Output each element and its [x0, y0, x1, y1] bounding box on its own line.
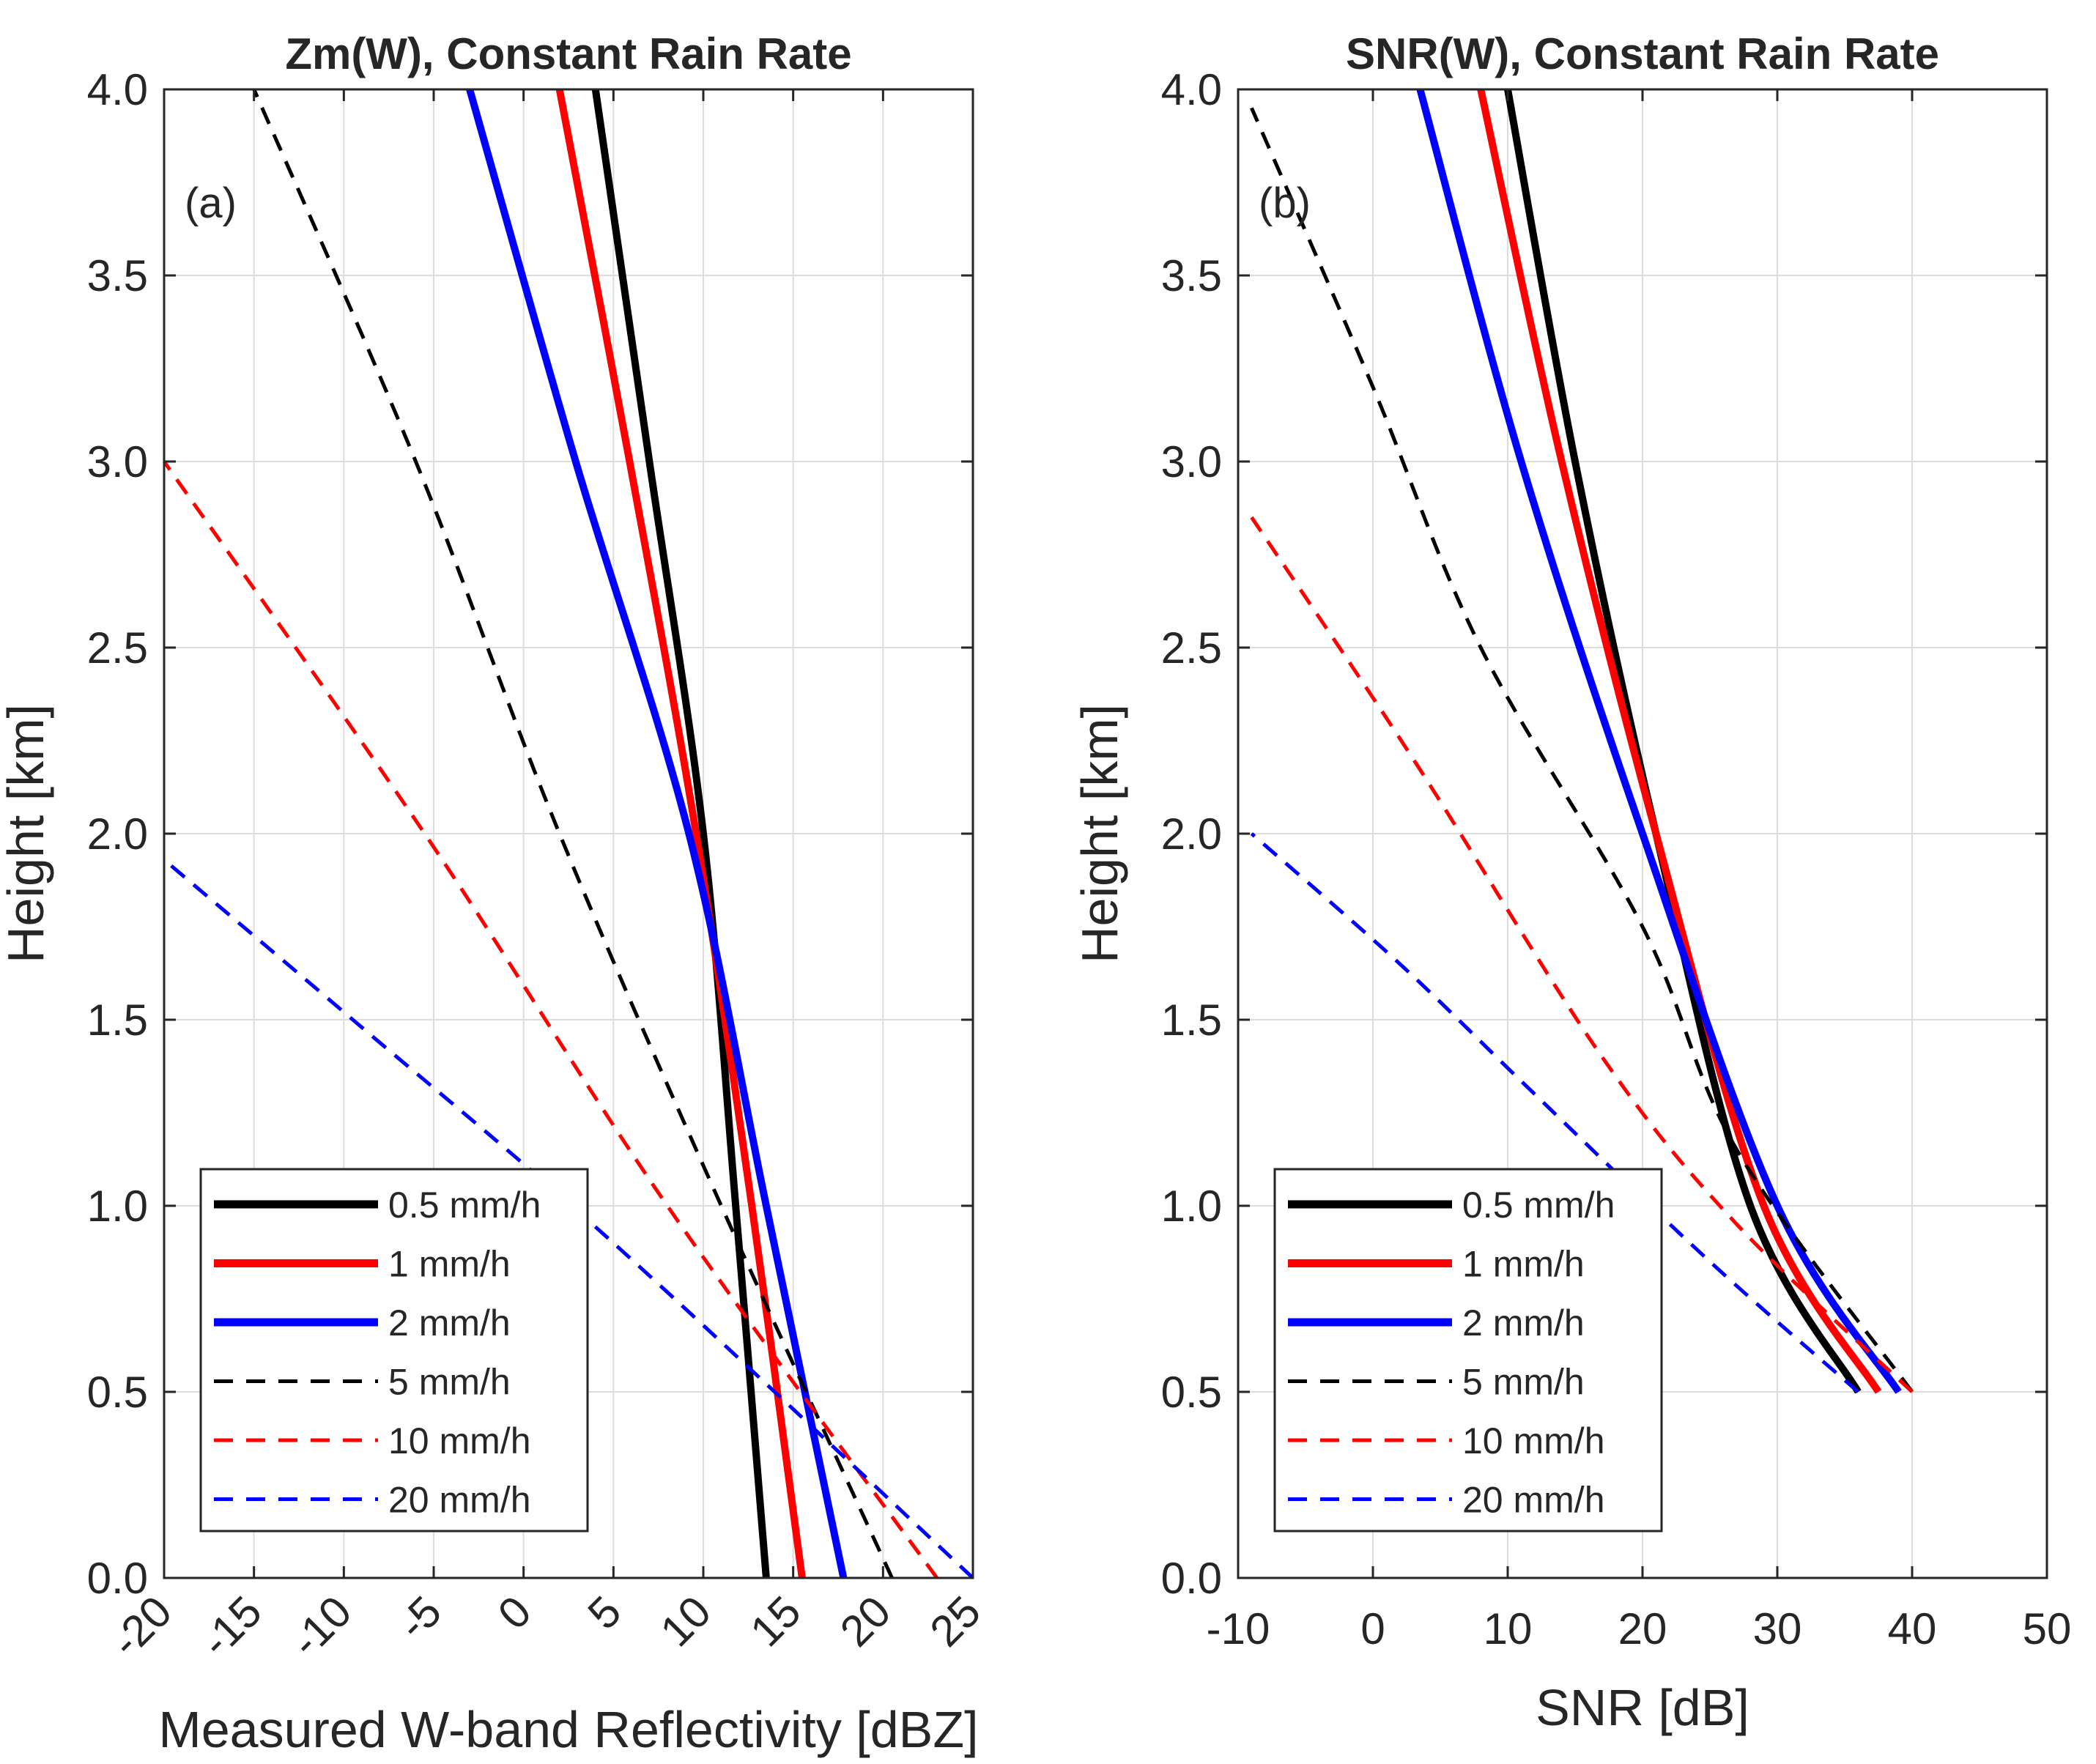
panel-b-title: SNR(W), Constant Rain Rate [1346, 29, 1939, 78]
panel-a-x-axis-label: Measured W-band Reflectivity [dBZ] [158, 1701, 978, 1758]
panel-b-series-4 [1250, 516, 1914, 1393]
panel-a-legend-label-5: 20 mm/h [388, 1480, 531, 1521]
panel-b-x-tick-label-6: 50 [2023, 1604, 2072, 1653]
panel-b-label: (b) [1259, 179, 1311, 227]
panel-b-legend: 0.5 mm/h 1 mm/h 2 mm/h 5 mm/h 10 mm/h 20 mm/h [1273, 1168, 1663, 1533]
panel-b-x-tick-label-2: 10 [1484, 1604, 1533, 1653]
panel-b-x-tick-label-5: 40 [1888, 1604, 1937, 1653]
panel-a-legend-label-0: 0.5 mm/h [388, 1185, 541, 1226]
panel-a: -20 -15 -10 -5 0 5 10 15 20 250.00.51.01.52.02.53… [0, 29, 990, 1758]
panel-a-legend-label-1: 1 mm/h [388, 1244, 511, 1285]
panel-b-series [1250, 88, 1914, 1394]
panel-a-y-tick-label-4: 2.0 [87, 809, 148, 859]
panel-a-y-tick-label-8: 4.0 [87, 65, 148, 114]
panel-b-series-5 [1250, 832, 1860, 1393]
panel-a-series-2 [466, 88, 848, 1579]
panel-a-y-tick-label-6: 3.0 [87, 437, 148, 486]
panel-b-x-tick-label-3: 20 [1618, 1604, 1667, 1653]
panel-b-y-tick-label-7: 3.5 [1161, 251, 1222, 300]
panel-a-legend-label-3: 5 mm/h [388, 1362, 511, 1403]
panel-b-x-tick-label-0: -10 [1207, 1604, 1270, 1653]
panel-b-legend-label-1: 1 mm/h [1462, 1244, 1585, 1285]
panel-b-y-tick-label-8: 4.0 [1161, 65, 1222, 114]
panel-a-legend: 0.5 mm/h 1 mm/h 2 mm/h 5 mm/h 10 mm/h 20 mm/h [199, 1168, 589, 1533]
panel-b-y-tick-label-5: 2.5 [1161, 623, 1222, 672]
panel-b-legend-label-4: 10 mm/h [1462, 1420, 1605, 1461]
panel-b-series-1 [1477, 88, 1882, 1394]
panel-b-legend-label-5: 20 mm/h [1462, 1480, 1605, 1521]
panel-a-legend-label-2: 2 mm/h [388, 1302, 511, 1344]
panel-a-y-tick-label-7: 3.5 [87, 251, 148, 300]
panel-a-title: Zm(W), Constant Rain Rate [285, 29, 851, 78]
panel-b-y-tick-label-3: 1.5 [1161, 996, 1222, 1045]
panel-a-series-4 [162, 460, 938, 1579]
panel-b-series-3 [1250, 107, 1914, 1393]
panel-b-x-axis-label: SNR [dB] [1536, 1679, 1749, 1736]
panel-a-series-3 [252, 89, 894, 1579]
panel-b-x-tick-label-4: 30 [1753, 1604, 1802, 1653]
panel-a-series-1 [555, 89, 806, 1579]
panel-a-y-axis-label: Height [km] [0, 704, 54, 963]
panel-b-y-tick-label-4: 2.0 [1161, 809, 1222, 859]
panel-a-label: (a) [185, 179, 237, 227]
panel-b-legend-label-3: 5 mm/h [1462, 1362, 1585, 1403]
panel-b-y-tick-label-6: 3.0 [1161, 437, 1222, 486]
panel-b-ticks: -10 0 10 20 30 40 50 0.0 0.5 1.0 1.5 2.0 2.5 3.0 3.5 4.… [1161, 65, 2072, 1653]
panel-b-legend-label-0: 0.5 mm/h [1462, 1185, 1615, 1226]
panel-a-legend-box [199, 1168, 589, 1533]
panel-a-series-5 [163, 858, 974, 1579]
panel-b-y-axis-label: Height [km] [1071, 704, 1128, 963]
panel-a-y-tick-label-0: 0.0 [87, 1554, 148, 1603]
panel-b-legend-label-2: 2 mm/h [1462, 1302, 1585, 1344]
panel-a-y-tick-label-5: 2.5 [87, 623, 148, 672]
panel-b-x-tick-label-1: 0 [1360, 1604, 1385, 1653]
panel-b-legend-box [1273, 1168, 1663, 1533]
panel-b-y-tick-label-0: 0.0 [1161, 1554, 1222, 1603]
panel-b-y-tick-label-2: 1.0 [1161, 1182, 1222, 1231]
panel-a-y-tick-label-3: 1.5 [87, 996, 148, 1045]
panel-b-series-2 [1416, 88, 1902, 1394]
panel-a-y-tick-label-1: 0.5 [87, 1368, 148, 1417]
panel-b: -10 0 10 20 30 40 50 0.0 0.5 1.0 1.5 2.0 2.5 3.0 3.5 4.… [1071, 29, 2071, 1736]
panel-a-y-tick-label-2: 1.0 [87, 1182, 148, 1231]
panel-a-series [162, 88, 974, 1579]
panel-a-series-0 [591, 89, 770, 1579]
panel-a-legend-label-4: 10 mm/h [388, 1420, 531, 1461]
panel-b-y-tick-label-1: 0.5 [1161, 1368, 1222, 1417]
